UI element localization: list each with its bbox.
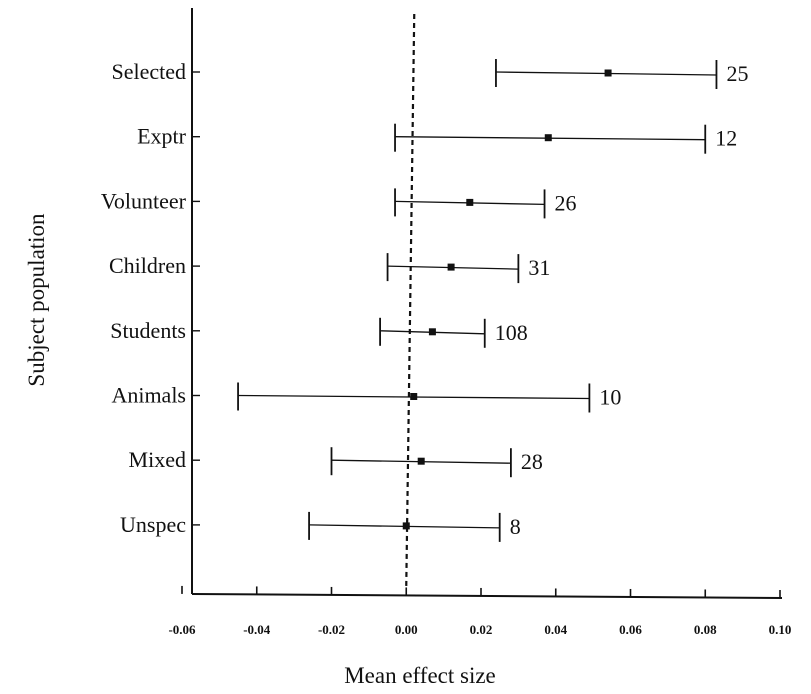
n-label: 31: [528, 255, 550, 280]
category-label: Children: [109, 253, 186, 278]
x-tick-label: 0.08: [694, 622, 717, 637]
n-label: 12: [715, 126, 737, 151]
mean-point: [544, 134, 552, 142]
x-axis-line: [191, 593, 783, 599]
category-label: Students: [110, 318, 186, 343]
mean-point: [417, 457, 425, 465]
mean-point: [604, 69, 612, 77]
x-tick-label: 0.00: [395, 622, 418, 637]
category-label: Exptr: [137, 124, 187, 149]
n-label: 26: [555, 190, 577, 215]
category-label: Animals: [111, 383, 186, 408]
x-axis-label: Mean effect size: [344, 663, 496, 688]
x-tick-label: 0.02: [470, 622, 493, 637]
x-tick-label: 0.10: [769, 622, 792, 637]
n-label: 25: [726, 61, 748, 86]
mean-point: [402, 522, 410, 530]
category-label: Unspec: [120, 512, 186, 537]
axes: -0.06 -0.04 -0.02 0.00 0.02 0.04 0.06 0.08 0.10 S…: [101, 8, 792, 637]
category-label: Volunteer: [101, 188, 187, 213]
n-label: 10: [599, 385, 621, 410]
x-tick-label: 0.06: [619, 622, 642, 637]
x-tick-label: -0.02: [318, 622, 345, 637]
mean-point: [466, 198, 474, 206]
n-label: 108: [495, 320, 528, 345]
n-label: 8: [510, 514, 521, 539]
mean-point: [447, 263, 455, 271]
x-tick-label: -0.06: [168, 622, 196, 637]
zero-reference-line: [405, 13, 416, 587]
x-tick-label: -0.04: [243, 622, 271, 637]
x-tick-label: 0.04: [544, 622, 567, 637]
marks: 25 12 26 31 108 10 28 8: [237, 13, 748, 587]
n-label: 28: [521, 449, 543, 474]
category-label: Mixed: [129, 447, 186, 472]
category-label: Selected: [111, 59, 186, 84]
mean-point: [410, 393, 418, 400]
y-axis-label: Subject population: [24, 213, 49, 387]
mean-point: [428, 328, 436, 336]
